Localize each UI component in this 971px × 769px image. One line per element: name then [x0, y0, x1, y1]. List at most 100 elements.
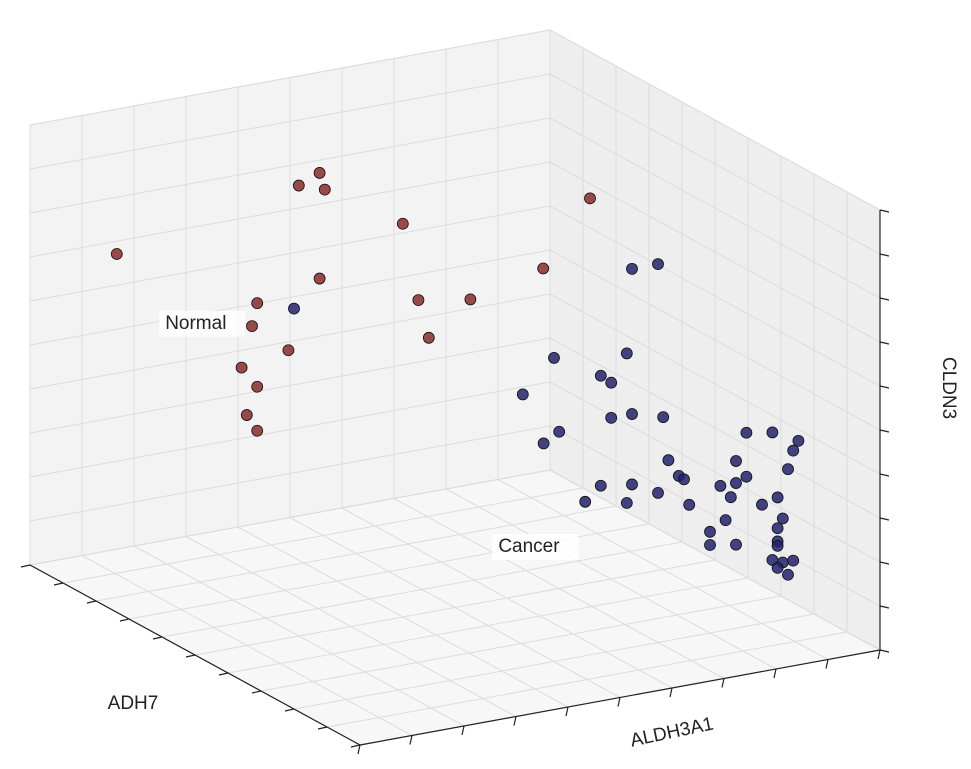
data-point	[771, 561, 784, 574]
z-tick	[879, 297, 890, 301]
x-tick	[53, 582, 64, 586]
z-tick	[879, 341, 890, 345]
data-point	[652, 486, 664, 499]
data-point	[683, 498, 696, 511]
x-axis-label: ADH7	[108, 693, 159, 714]
y-tick	[513, 716, 517, 726]
y-tick	[825, 659, 829, 669]
data-point	[724, 491, 737, 504]
grid-line	[549, 117, 881, 299]
data-point	[756, 498, 768, 511]
grid-line	[29, 425, 551, 522]
grid-line	[29, 161, 551, 258]
data-point	[292, 179, 305, 192]
data-point	[579, 495, 592, 508]
data-point	[318, 183, 331, 196]
z-tick	[879, 561, 890, 565]
x-tick	[86, 600, 97, 604]
data-point	[594, 479, 607, 492]
data-point	[313, 272, 326, 285]
y-tick	[617, 697, 621, 707]
data-point	[605, 411, 618, 424]
data-point	[730, 477, 742, 489]
grid-line	[445, 488, 777, 670]
data-point	[620, 347, 633, 360]
data-point	[730, 455, 742, 467]
grid-line	[29, 337, 551, 434]
grid-line	[289, 517, 621, 698]
data-point	[787, 444, 800, 457]
data-point	[787, 554, 800, 567]
x-tick	[185, 654, 196, 658]
y-tick	[357, 744, 361, 755]
data-point	[110, 248, 123, 260]
label-background	[159, 310, 246, 337]
y-tick	[461, 725, 465, 736]
data-point	[792, 434, 805, 447]
data-point	[240, 409, 253, 421]
data-point	[288, 302, 300, 315]
grid-line	[549, 249, 881, 431]
grid-line	[29, 293, 551, 390]
data-point	[251, 380, 264, 393]
grid-line	[29, 205, 551, 302]
data-point	[548, 351, 560, 364]
grid-line	[549, 161, 881, 343]
grid-line	[29, 381, 551, 478]
series-label: Cancer	[498, 536, 560, 557]
grid-line	[497, 479, 829, 660]
grid-line	[29, 73, 551, 170]
data-point	[652, 258, 664, 271]
data-point	[657, 411, 670, 424]
data-point	[464, 293, 477, 306]
series-label: Normal	[165, 313, 226, 334]
x-tick	[317, 726, 328, 730]
x-tick	[350, 744, 361, 748]
x-tick	[218, 672, 229, 676]
x-tick	[152, 636, 163, 640]
grid-line	[549, 469, 881, 651]
grid-line	[393, 498, 725, 679]
data-point	[771, 539, 784, 552]
data-point	[620, 497, 633, 509]
grid-line	[341, 507, 673, 689]
z-tick	[879, 473, 890, 477]
z-tick	[879, 517, 890, 521]
data-point	[537, 262, 550, 275]
grid-line	[549, 205, 881, 387]
y-tick	[721, 678, 725, 688]
data-point	[740, 426, 753, 439]
grid-line	[185, 536, 517, 717]
z-tick	[879, 253, 890, 257]
data-point	[678, 473, 690, 486]
data-point	[251, 297, 264, 310]
data-point	[771, 522, 784, 535]
data-point	[282, 344, 295, 357]
data-point	[771, 491, 784, 504]
data-point	[626, 262, 638, 275]
data-point	[594, 369, 607, 382]
data-point	[251, 424, 264, 437]
data-point	[626, 478, 638, 491]
data-point	[246, 320, 258, 333]
y-tick	[773, 668, 777, 679]
data-point	[584, 192, 596, 205]
grid-line	[549, 73, 881, 255]
y-tick	[409, 735, 413, 745]
data-point	[516, 388, 529, 401]
grid-line	[549, 293, 881, 475]
z-tick	[879, 605, 890, 609]
x-tick	[20, 564, 31, 568]
grid-line	[81, 555, 413, 736]
data-point	[704, 525, 716, 538]
data-point	[730, 538, 742, 551]
grid-line	[237, 526, 569, 708]
z-tick	[879, 649, 890, 653]
z-tick	[879, 385, 890, 389]
y-axis-label: ALDH3A1	[628, 713, 715, 751]
data-point	[766, 426, 779, 439]
grid-line	[29, 469, 551, 566]
data-point	[714, 479, 727, 492]
x-tick	[251, 690, 262, 694]
data-point	[412, 294, 425, 307]
